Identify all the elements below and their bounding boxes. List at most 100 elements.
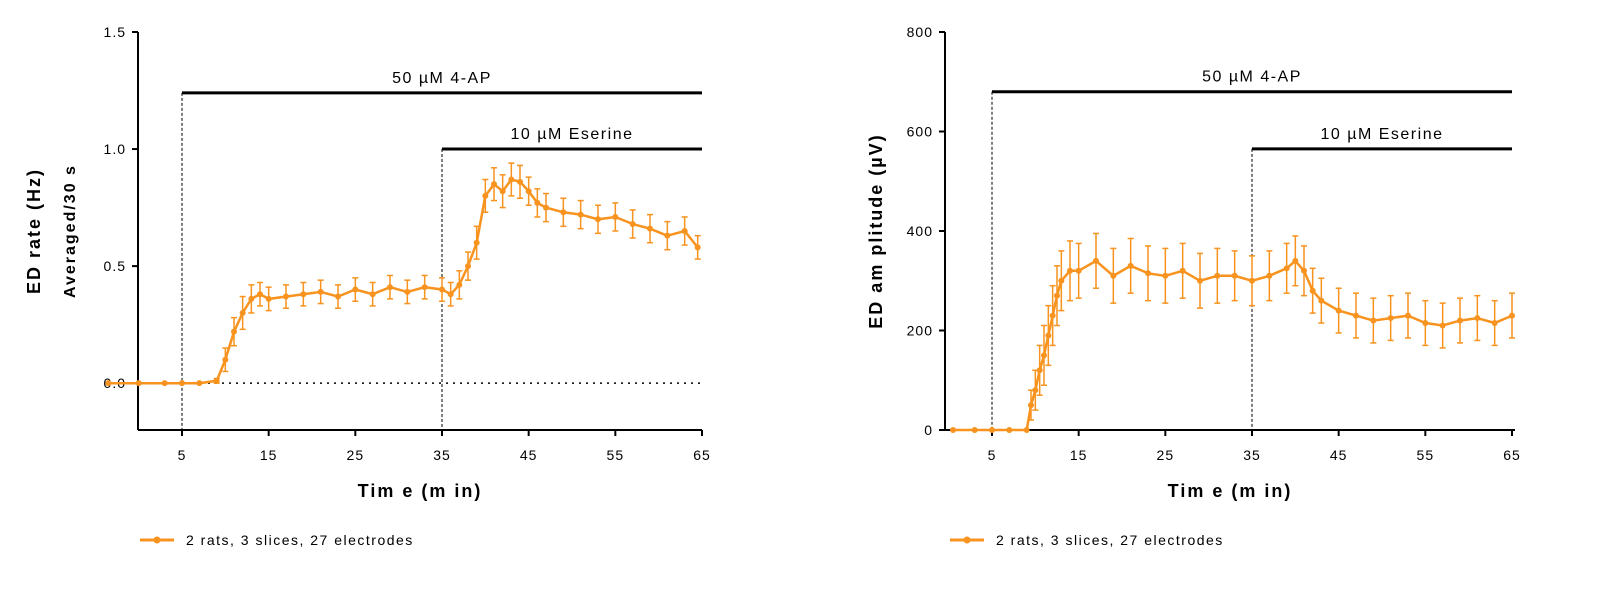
data-point (265, 295, 272, 302)
data-point (950, 427, 956, 433)
y-tick-label: 400 (907, 223, 933, 239)
data-point (1067, 267, 1073, 274)
data-point (222, 356, 229, 363)
data-point (971, 427, 978, 433)
data-point (1335, 307, 1342, 314)
data-point (1028, 402, 1034, 409)
data-point (1214, 272, 1221, 279)
data-point (577, 211, 584, 218)
data-point (560, 209, 567, 216)
y-axis-subtitle: Averaged/30 s (62, 164, 79, 298)
data-point (317, 288, 324, 295)
data-point (473, 239, 480, 246)
data-point (1058, 277, 1065, 284)
x-axis-title: Tim e (m in) (358, 481, 483, 501)
data-point (1023, 427, 1030, 433)
legend-marker (153, 536, 161, 544)
data-point (105, 380, 112, 387)
data-point (161, 380, 168, 387)
data-point (1127, 262, 1134, 269)
data-point (664, 232, 671, 239)
legend-label: 2 rats, 3 slices, 27 electrodes (996, 532, 1224, 548)
data-point (595, 216, 601, 223)
data-point (447, 291, 454, 298)
data-point (1283, 265, 1290, 272)
data-point (1036, 367, 1043, 374)
y-axis-title: ED rate (Hz) (24, 168, 44, 294)
data-point (404, 288, 411, 295)
data-point (1405, 312, 1411, 319)
x-tick-label: 55 (607, 447, 625, 463)
data-point (248, 295, 255, 302)
data-point (213, 377, 220, 384)
data-point (1006, 427, 1013, 433)
treatment-label: 50 µM 4-AP (1202, 69, 1302, 86)
data-point (1266, 272, 1273, 279)
data-point (1292, 257, 1299, 264)
data-point (1491, 320, 1498, 327)
data-point (1179, 267, 1186, 274)
x-tick-label: 5 (988, 447, 997, 463)
data-point (456, 281, 463, 288)
data-point (989, 427, 995, 433)
treatment-label: 50 µM 4-AP (392, 70, 492, 87)
legend-marker (963, 536, 971, 544)
y-tick-label: 0.5 (104, 258, 126, 274)
x-tick-label: 45 (520, 447, 538, 463)
chart-2: 0 200 400 600 800 5 15 25 35 45 55 65 Tim e (m in) ED… (866, 24, 1520, 548)
data-point (465, 263, 471, 270)
x-tick-label: 25 (1157, 447, 1175, 463)
data-point (179, 380, 185, 387)
data-point (499, 188, 506, 195)
x-axis-title: Tim e (m in) (1168, 481, 1293, 501)
data-point (525, 188, 532, 195)
data-point (135, 380, 142, 387)
data-point (387, 284, 393, 291)
data-point (196, 380, 203, 387)
y-tick-label: 1.5 (104, 24, 126, 40)
data-point (1045, 332, 1052, 339)
data-point (694, 244, 701, 251)
data-point (231, 328, 237, 335)
data-point (1249, 277, 1255, 284)
data-point (647, 225, 653, 232)
data-point (1422, 320, 1429, 327)
x-tick-label: 15 (260, 447, 278, 463)
data-point (1457, 317, 1463, 324)
x-tick-label: 35 (433, 447, 451, 463)
data-point (543, 204, 549, 211)
y-axis-title: ED am plitude (µV) (866, 133, 886, 328)
data-point (300, 291, 307, 298)
data-point (1309, 287, 1316, 294)
treatment-label: 10 µM Eserine (511, 126, 634, 143)
data-point (1197, 277, 1203, 284)
x-tick-label: 35 (1243, 447, 1261, 463)
data-point (257, 291, 263, 298)
x-tick-label: 65 (693, 447, 711, 463)
data-point (482, 192, 489, 199)
y-tick-label: 600 (907, 124, 933, 140)
data-point (239, 309, 246, 316)
data-point (491, 181, 497, 188)
data-point (612, 213, 619, 220)
x-tick-label: 25 (347, 447, 365, 463)
data-point (1075, 267, 1082, 274)
data-point (1318, 297, 1325, 304)
series-1 (105, 162, 701, 387)
data-point (1049, 312, 1056, 319)
data-point (1162, 272, 1169, 279)
data-point (1474, 315, 1481, 322)
data-point (1509, 312, 1515, 319)
y-tick-label: 0 (924, 422, 933, 438)
data-point (508, 176, 515, 183)
x-tick-label: 45 (1330, 447, 1348, 463)
data-point (369, 291, 376, 298)
data-point (681, 228, 688, 234)
data-point (1301, 267, 1307, 274)
data-point (1054, 292, 1060, 299)
data-point (1370, 317, 1377, 324)
data-point (1032, 387, 1039, 394)
data-point (352, 286, 359, 293)
data-point (1387, 315, 1394, 322)
